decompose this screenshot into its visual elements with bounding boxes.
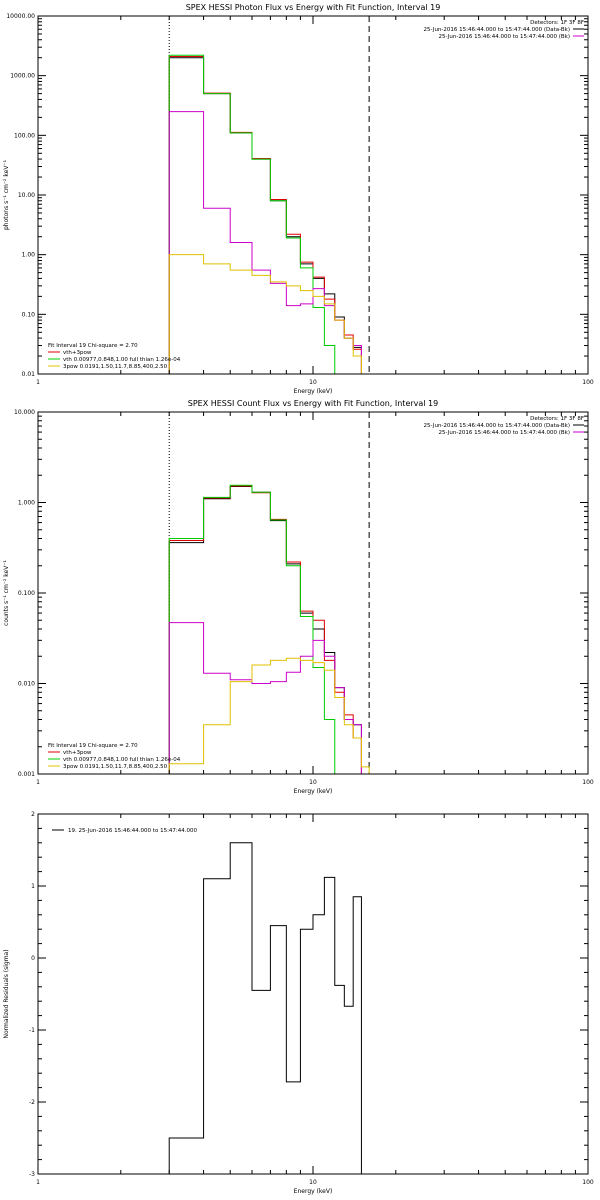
legend-entry: vth 0.00977,0.848,1.00 full thian 1.26e-… xyxy=(63,757,181,763)
detector-line: 25-Jun-2016 15:46:44.000 to 15:47:44.000… xyxy=(438,430,570,436)
chart-panel-1: SPEX HESSI Photon Flux vs Energy with Fi… xyxy=(3,3,594,395)
series-line-3 xyxy=(168,484,362,774)
legend-entry: 3pow 0.0191,1.50,11.7,8.85,400,2.50 xyxy=(63,364,168,370)
x-tick-label: 100 xyxy=(582,779,594,786)
y-tick-label: 0.100 xyxy=(18,590,35,597)
x-tick-label: 1 xyxy=(36,1179,40,1186)
x-axis-label: Energy (keV) xyxy=(294,1188,333,1195)
legend-entry: vth+3pow xyxy=(63,750,92,756)
legend-entry: Fit Interval 19 Chi-square = 2.70 xyxy=(48,743,138,749)
y-tick-label: 0.001 xyxy=(18,771,35,778)
chart-title: SPEX HESSI Count Flux vs Energy with Fit… xyxy=(188,399,439,408)
plot-frame xyxy=(37,15,589,375)
x-tick-label: 10 xyxy=(309,1179,317,1186)
series-line-2 xyxy=(168,485,362,774)
series-group xyxy=(168,842,370,1174)
x-axis-label: Energy (keV) xyxy=(294,388,333,395)
y-tick-label: -3 xyxy=(29,1171,35,1178)
y-tick-label: 1.000 xyxy=(18,500,35,507)
y-tick-label: -2 xyxy=(29,1099,35,1106)
y-axis-label: counts s⁻¹ cm⁻² keV⁻¹ xyxy=(3,560,10,626)
detector-line: 25-Jun-2016 15:46:44.000 to 15:47:44.000… xyxy=(424,27,570,33)
y-tick-label: 10.000 xyxy=(14,409,35,416)
detector-line: Detectors: 1F 3F 8F xyxy=(530,416,584,422)
y-tick-label: 1.00 xyxy=(22,252,36,259)
x-axis-label: Energy (keV) xyxy=(294,788,333,795)
x-tick-label: 1 xyxy=(36,779,40,786)
chart-title: SPEX HESSI Photon Flux vs Energy with Fi… xyxy=(186,3,441,12)
y-axis-label: photons s⁻¹ cm⁻² keV⁻¹ xyxy=(3,159,10,230)
series-group xyxy=(168,54,370,374)
series-line-3 xyxy=(168,54,362,374)
y-tick-label: -1 xyxy=(29,1027,35,1034)
series-line-1 xyxy=(168,486,362,774)
series-line-4 xyxy=(168,111,362,374)
y-tick-label: 0.01 xyxy=(22,371,36,378)
y-tick-label: 0 xyxy=(31,955,35,962)
x-tick-label: 10 xyxy=(309,379,317,386)
y-tick-label: 100.00 xyxy=(14,132,35,139)
series-line-2 xyxy=(168,55,362,374)
legend: 19. 25-Jun-2016 15:46:44.000 to 15:47:44… xyxy=(52,828,198,834)
x-tick-label: 1 xyxy=(36,379,40,386)
y-tick-label: 2 xyxy=(31,811,35,818)
y-tick-label: 0.010 xyxy=(18,681,35,688)
legend-entry: vth+3pow xyxy=(63,350,92,356)
legend-entry: 3pow 0.0191,1.50,11.7,8.85,400,2.50 xyxy=(63,764,168,770)
x-tick-label: 100 xyxy=(582,1179,594,1186)
series-line-4 xyxy=(168,622,362,774)
chart-panel-2: SPEX HESSI Count Flux vs Energy with Fit… xyxy=(3,399,594,795)
y-tick-label: 1 xyxy=(31,883,35,890)
detector-line: Detectors: 1F 3F 8F xyxy=(530,20,584,26)
x-tick-label: 100 xyxy=(582,379,594,386)
y-tick-label: 10.00 xyxy=(18,192,35,199)
legend: Fit Interval 19 Chi-square = 2.70vth+3po… xyxy=(48,343,181,370)
plot-frame xyxy=(37,813,589,1175)
y-tick-label: 10000.00 xyxy=(6,13,35,20)
legend-entry: vth 0.00977,0.848,1.00 full thian 1.26e-… xyxy=(63,357,181,363)
y-tick-label: 0.10 xyxy=(22,311,36,318)
y-tick-label: 1000.00 xyxy=(10,73,35,80)
legend: Fit Interval 19 Chi-square = 2.70vth+3po… xyxy=(48,743,181,770)
series-line-5 xyxy=(168,254,370,374)
x-tick-label: 10 xyxy=(309,779,317,786)
legend-entry: Fit Interval 19 Chi-square = 2.70 xyxy=(48,343,138,349)
detector-line: 25-Jun-2016 15:46:44.000 to 15:47:44.000… xyxy=(438,34,570,40)
series-line-1 xyxy=(168,57,362,374)
series-group xyxy=(168,484,380,774)
chart-panel-3: 1 10 100 Energy (keV) -3 -2 -1 0 1 2 Normalized Re… xyxy=(3,811,594,1195)
series-line-5 xyxy=(168,657,380,774)
plot-frame xyxy=(37,411,589,775)
legend-entry: 19. 25-Jun-2016 15:46:44.000 to 15:47:44… xyxy=(68,828,198,834)
detector-line: 25-Jun-2016 15:46:44.000 to 15:47:44.000… xyxy=(424,423,570,429)
y-axis-label: Normalized Residuals (sigma) xyxy=(3,949,10,1038)
series-line-1 xyxy=(168,842,370,1174)
